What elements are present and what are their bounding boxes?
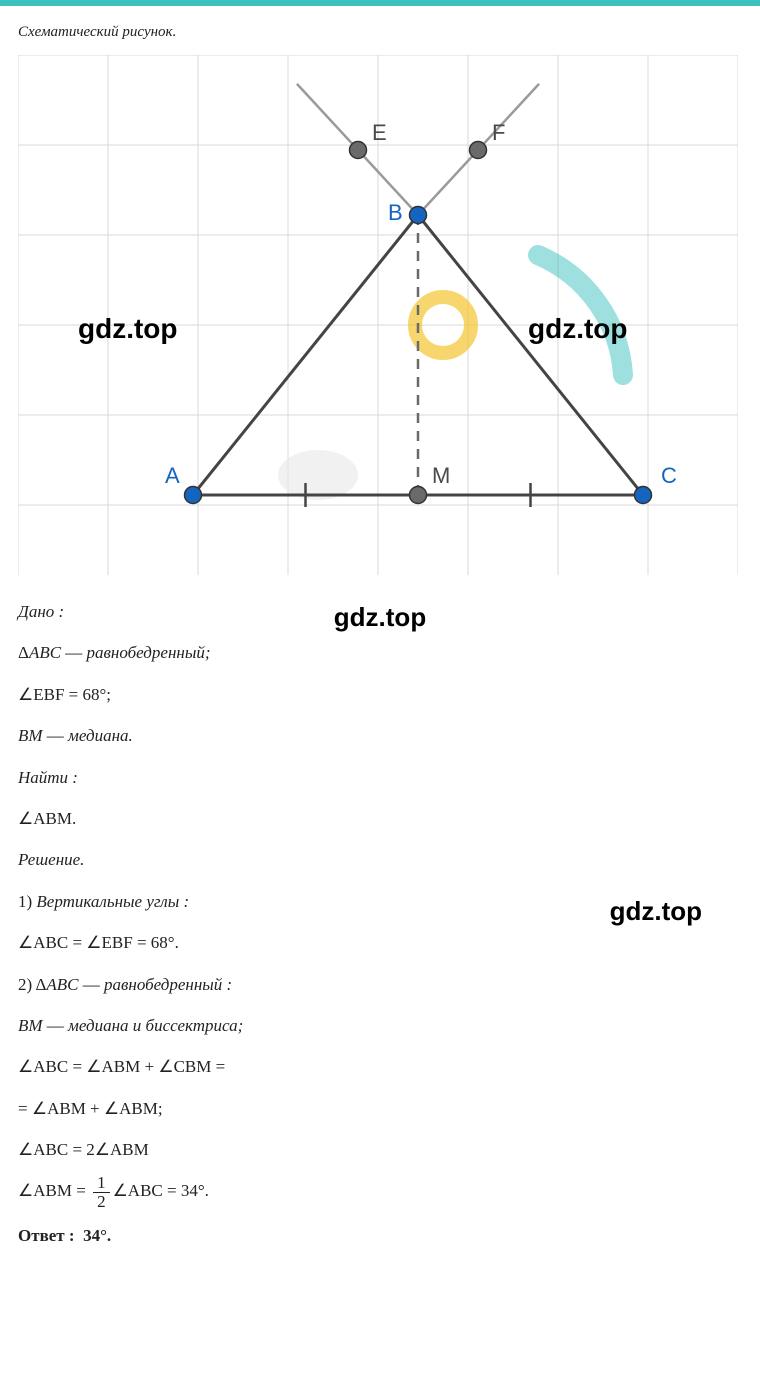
diagram-container: ACMBEF gdz.top gdz.top xyxy=(18,55,742,575)
svg-text:M: M xyxy=(432,463,450,488)
problem-text: gdz.top Дано : ΔABC — равнобедренный; ∠E… xyxy=(18,593,742,1254)
svg-text:E: E xyxy=(372,120,387,145)
watermark-solution-right: gdz.top xyxy=(610,883,702,940)
top-rule xyxy=(0,0,760,6)
final-line: ∠ABM = 12∠ABC = 34°. xyxy=(18,1172,742,1210)
svg-text:B: B xyxy=(388,200,403,225)
step2-line-d: ∠ABC = 2∠ABM xyxy=(18,1131,742,1168)
step2-line-c: = ∠ABM + ∠ABM; xyxy=(18,1090,742,1127)
diagram-caption: Схематический рисунок. xyxy=(18,24,742,41)
frac-num: 1 xyxy=(93,1174,110,1193)
given-line-3: BM — медиана. xyxy=(18,717,742,754)
frac-den: 2 xyxy=(93,1193,110,1211)
svg-text:A: A xyxy=(165,463,180,488)
geometry-diagram: A C M B E F xyxy=(18,55,738,575)
given-line-2: ∠EBF = 68°; xyxy=(18,676,742,713)
step2-line-b: ∠ABC = ∠ABM + ∠CBM = xyxy=(18,1048,742,1085)
find-heading: Найти : xyxy=(18,759,742,796)
given-line-3-text: BM — медиана. xyxy=(18,726,133,745)
fraction: 12 xyxy=(93,1174,110,1211)
final-prefix: ∠ABM = xyxy=(18,1181,90,1200)
answer-row: Ответ : 34°. xyxy=(18,1217,742,1254)
watermark-center: gdz.top xyxy=(334,589,426,646)
step2-line-a: BM — медиана и биссектриса; xyxy=(18,1007,742,1044)
answer-value: 34°. xyxy=(83,1226,111,1245)
svg-text:F: F xyxy=(492,120,505,145)
step1-heading-text: Вертикальные углы : xyxy=(36,892,189,911)
svg-text:C: C xyxy=(661,463,677,488)
answer-label: Ответ : xyxy=(18,1226,75,1245)
given-line-1-text: ΔABC — равнобедренный; xyxy=(18,643,211,662)
watermark-solution-wrap: 1) Вертикальные углы : gdz.top xyxy=(18,883,742,920)
watermark-center-wrap: gdz.top Дано : xyxy=(18,593,742,630)
step2-heading: 2) ΔABC — равнобедренный : xyxy=(18,966,742,1003)
solution-heading: Решение. xyxy=(18,841,742,878)
find-line: ∠ABM. xyxy=(18,800,742,837)
final-suffix: ∠ABC = 34°. xyxy=(113,1181,209,1200)
